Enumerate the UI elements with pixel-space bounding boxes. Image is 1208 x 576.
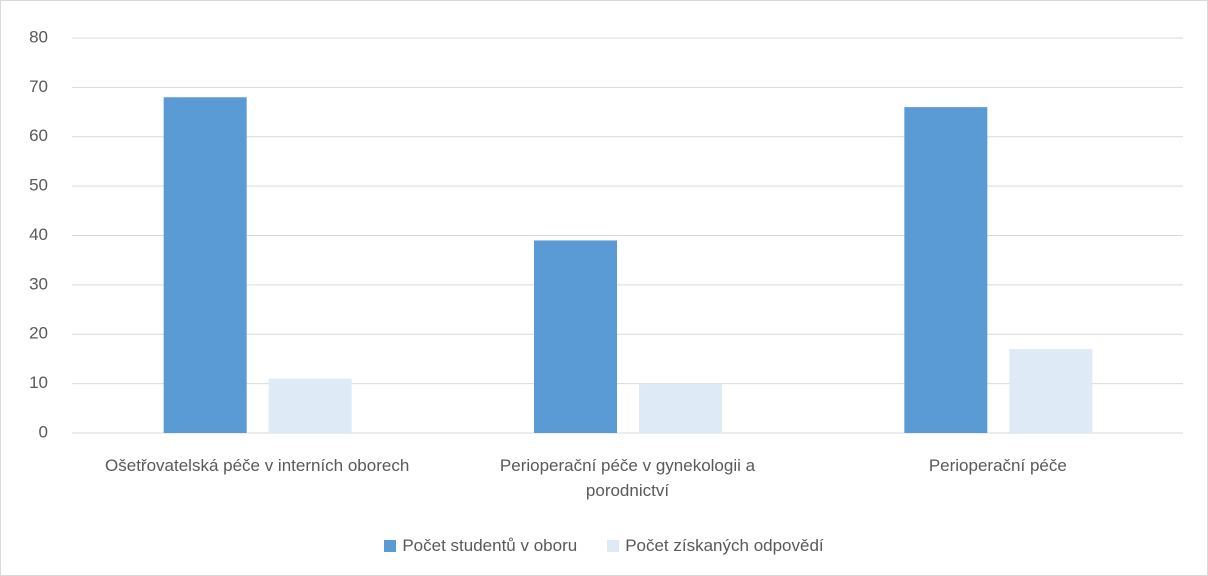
x-tick-label: Perioperační péče v gynekologii a porodn… [499, 456, 756, 500]
bar [534, 240, 617, 433]
legend: Počet studentů v oboru Počet získaných od… [0, 536, 1208, 556]
legend-swatch [384, 540, 397, 552]
bar [1009, 349, 1093, 433]
y-tick-label: 70 [29, 77, 48, 96]
y-tick-label: 10 [29, 373, 48, 392]
y-tick-label: 40 [29, 225, 48, 244]
legend-swatch [607, 540, 620, 552]
legend-label: Počet získaných odpovědí [625, 536, 824, 555]
y-tick-label: 0 [39, 422, 48, 441]
y-tick-label: 30 [29, 274, 48, 293]
y-tick-label: 60 [29, 126, 48, 145]
bar [163, 97, 247, 433]
x-tick-label: Perioperační péče [928, 456, 1067, 475]
legend-item: Počet studentů v oboru [384, 536, 577, 556]
bar [904, 107, 988, 433]
x-tick-label: Ošetřovatelská péče v interních oborech [105, 456, 410, 475]
legend-label: Počet studentů v oboru [402, 536, 578, 555]
y-tick-label: 50 [29, 176, 48, 195]
bar [639, 383, 722, 433]
y-tick-label: 80 [29, 27, 48, 46]
bar [268, 378, 352, 433]
y-tick-label: 20 [29, 324, 48, 343]
legend-item: Počet získaných odpovědí [607, 536, 824, 556]
